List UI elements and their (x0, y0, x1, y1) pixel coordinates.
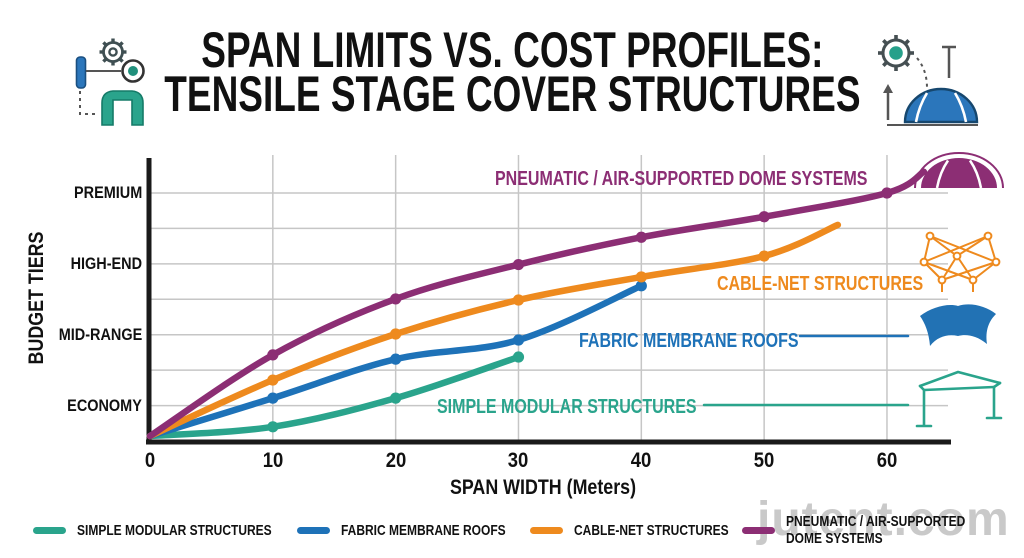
data-point-cable-net-structures-20m (390, 328, 402, 340)
membrane-canopy-icon (920, 304, 996, 346)
data-point-simple-modular-structures-10m (267, 421, 279, 433)
data-point-pneumatic-air-supported-dome-systems-60m (881, 187, 893, 199)
legend: SIMPLE MODULAR STRUCTURES FABRIC MEMBRAN… (0, 508, 1024, 552)
legend-swatch-simple-modular (33, 526, 66, 534)
data-point-fabric-membrane-roofs-30m (512, 334, 525, 346)
decor-cluster-left (75, 38, 145, 126)
height-pin-icon (942, 45, 956, 78)
x-tick-label-20: 20 (385, 449, 406, 472)
dome-icon (903, 87, 979, 124)
series-label-cable-net: CABLE-NET STRUCTURES (717, 273, 924, 295)
legend-item-simple-modular: SIMPLE MODULAR STRUCTURES (33, 514, 320, 546)
legend-item-fabric-membrane: FABRIC MEMBRANE ROOFS (297, 514, 547, 546)
frame-structure-icon (915, 370, 1003, 428)
data-point-cable-net-structures-50m (758, 250, 770, 262)
decor-cluster-right (878, 35, 979, 126)
x-tick-label-0: 0 (144, 449, 156, 472)
up-arrow-icon (883, 84, 893, 120)
dome-icon (914, 152, 1004, 189)
title-line-2: TENSILE STAGE COVER STRUCTURES (163, 66, 861, 122)
legend-swatch-cable-net (530, 526, 563, 534)
gear-icon (99, 38, 127, 66)
x-tick-label-10: 10 (262, 449, 284, 472)
arch-structure-icon (101, 90, 144, 126)
data-point-pneumatic-air-supported-dome-systems-30m (512, 258, 525, 271)
series-label-simple-modular: SIMPLE MODULAR STRUCTURES (437, 396, 697, 418)
measure-bar-icon (75, 56, 87, 89)
x-axis-title: SPAN WIDTH (Meters) (449, 476, 637, 499)
data-point-pneumatic-air-supported-dome-systems-50m (758, 211, 770, 223)
y-axis-title: BUDGET TIERS (25, 231, 48, 365)
legend-item-cable-net: CABLE-NET STRUCTURES (530, 514, 767, 546)
x-tick-label-50: 50 (753, 449, 775, 472)
series-label-pneumatic-dome: PNEUMATIC / AIR-SUPPORTED DOME SYSTEMS (495, 168, 868, 190)
data-point-pneumatic-air-supported-dome-systems-10m (267, 349, 279, 361)
x-tick-label-40: 40 (631, 449, 652, 472)
data-point-simple-modular-structures-20m (390, 392, 402, 404)
series-line-simple-modular-structures (146, 353, 522, 440)
page-title: SPAN LIMITS VS. COST PROFILES: TENSILE S… (0, 22, 1024, 122)
data-point-fabric-membrane-roofs-20m (390, 353, 402, 365)
legend-label: PNEUMATIC / AIR-SUPPORTED DOME SYSTEMS (786, 513, 966, 547)
y-tick-label-high-end: HIGH-END (70, 253, 142, 273)
legend-label: CABLE-NET STRUCTURES (574, 521, 729, 539)
data-point-pneumatic-air-supported-dome-systems-40m (635, 231, 647, 243)
data-point-simple-modular-structures-30m (512, 351, 525, 363)
x-tick-label-30: 30 (508, 449, 529, 472)
structure-icons (914, 152, 1004, 428)
data-point-cable-net-structures-40m (635, 271, 647, 283)
y-tick-label-economy: ECONOMY (67, 395, 142, 415)
dashed-path (916, 57, 928, 89)
gear-icon (878, 35, 914, 71)
legend-label: SIMPLE MODULAR STRUCTURES (77, 521, 272, 539)
watermark: jutent.com (757, 493, 1010, 546)
legend-label: FABRIC MEMBRANE ROOFS (341, 521, 506, 539)
data-point-pneumatic-air-supported-dome-systems-20m (390, 293, 402, 305)
y-tick-label-mid-range: MID-RANGE (58, 324, 142, 344)
legend-swatch-fabric-membrane (297, 526, 330, 534)
target-circle-icon (121, 59, 145, 83)
x-tick-label-60: 60 (876, 449, 898, 472)
legend-swatch-pneumatic-dome (742, 526, 775, 534)
y-tick-label-premium: PREMIUM (73, 182, 142, 202)
series-label-fabric-membrane: FABRIC MEMBRANE ROOFS (579, 330, 799, 352)
data-point-cable-net-structures-30m (512, 294, 525, 306)
cable-net-icon (919, 231, 1001, 292)
data-point-cable-net-structures-10m (267, 374, 279, 386)
legend-item-pneumatic-dome: PNEUMATIC / AIR-SUPPORTED DOME SYSTEMS (742, 508, 1010, 552)
data-point-fabric-membrane-roofs-40m (635, 280, 647, 292)
dashed-path (79, 91, 98, 115)
title-line-1: SPAN LIMITS VS. COST PROFILES: (200, 22, 824, 78)
data-point-fabric-membrane-roofs-10m (267, 392, 279, 404)
